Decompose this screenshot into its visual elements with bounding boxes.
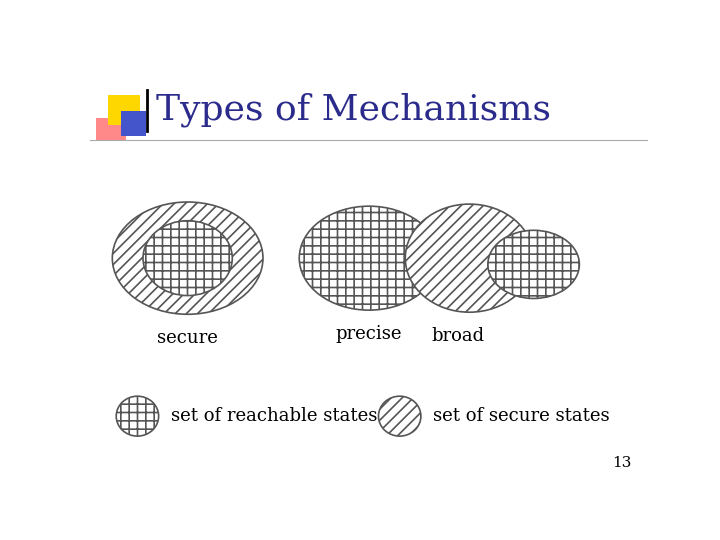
Ellipse shape [405,204,534,312]
Bar [108,95,140,125]
Ellipse shape [488,230,580,299]
Text: secure: secure [157,329,218,347]
Text: set of reachable states: set of reachable states [171,407,377,425]
Ellipse shape [116,396,158,436]
Ellipse shape [112,202,263,314]
Bar [121,111,145,136]
Text: 13: 13 [612,456,631,470]
Text: Types of Mechanisms: Types of Mechanisms [156,92,551,126]
Ellipse shape [379,396,421,436]
Ellipse shape [143,221,233,295]
Text: broad: broad [432,327,485,345]
Text: set of secure states: set of secure states [433,407,610,425]
Ellipse shape [300,206,438,310]
Ellipse shape [143,221,233,295]
Bar [96,118,126,140]
Text: precise: precise [336,325,402,343]
